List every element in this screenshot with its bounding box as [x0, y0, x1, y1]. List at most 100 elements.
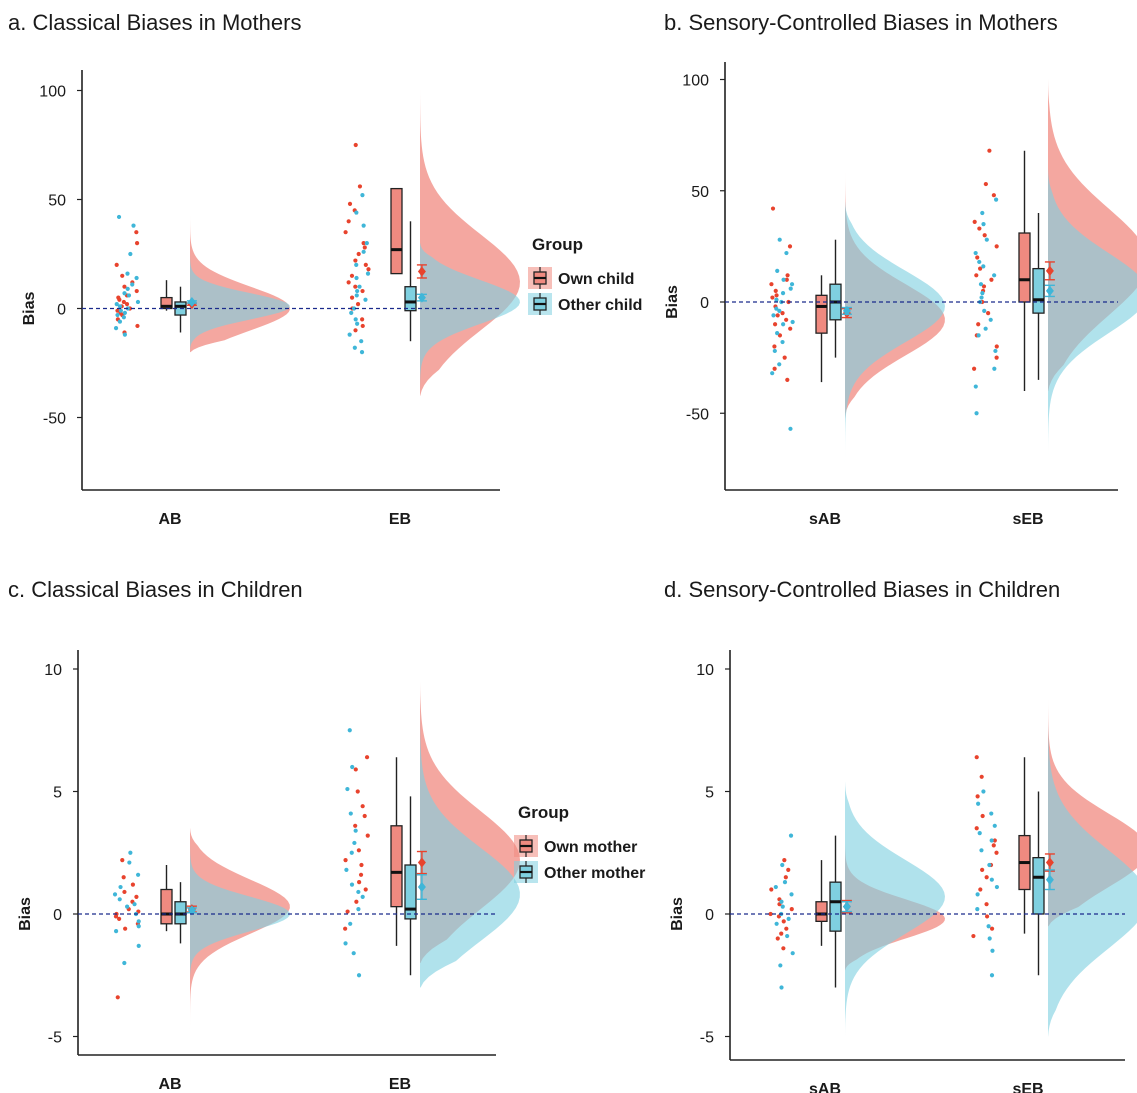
data-point: [983, 326, 988, 331]
y-tick-label: 100: [39, 84, 66, 101]
data-point: [989, 811, 994, 816]
data-point: [979, 848, 984, 853]
mean-marker: [1045, 874, 1054, 885]
data-point: [780, 862, 785, 868]
boxplot-own: [815, 901, 828, 923]
data-point: [993, 348, 998, 354]
data-point: [361, 223, 366, 228]
y-tick-label: 0: [700, 295, 709, 312]
data-point: [978, 887, 983, 892]
data-point: [986, 924, 991, 929]
data-point: [350, 764, 355, 770]
boxplot-other: [1032, 857, 1045, 915]
data-point: [785, 933, 790, 939]
data-point: [116, 214, 122, 220]
data-point: [120, 273, 125, 278]
mean-marker: [842, 901, 851, 912]
data-point: [128, 251, 133, 257]
data-point: [356, 973, 362, 978]
data-point: [359, 339, 364, 344]
panel-title: a. Classical Biases in Mothers: [8, 10, 301, 35]
data-point: [354, 899, 359, 904]
x-category-label: sAB: [809, 1081, 841, 1093]
data-point: [113, 326, 119, 331]
data-point: [989, 926, 995, 931]
data-point: [122, 310, 127, 315]
data-point: [134, 894, 139, 899]
data-point: [987, 148, 992, 153]
data-point: [787, 244, 793, 249]
boxplot-own: [160, 888, 173, 925]
data-point: [356, 251, 361, 257]
data-point: [788, 833, 794, 838]
data-point: [988, 317, 993, 322]
data-point: [360, 288, 365, 294]
data-point: [975, 907, 980, 912]
data-point: [772, 348, 777, 354]
mean-marker: [1045, 857, 1054, 868]
data-point: [363, 887, 368, 892]
data-point: [134, 230, 139, 235]
x-category-label: sEB: [1012, 1081, 1043, 1093]
data-point: [349, 295, 355, 300]
data-point: [978, 266, 983, 271]
data-point: [973, 384, 978, 389]
data-point: [349, 273, 355, 278]
data-point: [981, 284, 987, 289]
boxplot-own: [390, 825, 403, 908]
data-point: [992, 823, 997, 828]
data-point: [118, 308, 123, 313]
data-point: [984, 914, 990, 919]
data-point: [790, 951, 795, 956]
data-point: [789, 892, 794, 897]
data-point: [983, 181, 988, 187]
data-point: [135, 872, 141, 877]
data-point: [122, 284, 127, 289]
data-point: [780, 311, 785, 316]
y-axis-label: Bias: [664, 285, 681, 319]
data-point: [361, 249, 366, 254]
data-point: [772, 322, 778, 327]
data-point: [123, 926, 128, 931]
density-other: [420, 669, 520, 988]
data-point: [992, 366, 997, 371]
data-point: [121, 315, 126, 320]
data-point: [971, 933, 976, 939]
data-point: [136, 919, 141, 924]
data-point: [780, 339, 785, 345]
data-point: [975, 892, 980, 897]
density-other: [420, 243, 520, 414]
data-point: [125, 271, 130, 276]
y-tick-label: 0: [53, 907, 62, 924]
data-point: [363, 262, 368, 267]
data-point: [768, 911, 773, 917]
data-point: [788, 326, 793, 331]
data-point: [346, 219, 351, 224]
data-point: [974, 826, 979, 831]
data-point: [981, 264, 986, 269]
data-point: [117, 297, 122, 302]
data-point: [976, 333, 981, 338]
data-point: [782, 880, 788, 885]
legend-item-label: Own mother: [544, 839, 637, 856]
data-point: [115, 312, 120, 318]
data-point: [972, 366, 977, 371]
data-point: [349, 310, 354, 315]
x-category-label: sEB: [1012, 511, 1043, 528]
data-point: [351, 951, 356, 956]
data-point: [781, 919, 786, 924]
data-point: [130, 282, 135, 287]
data-point: [781, 322, 786, 327]
data-point: [994, 355, 999, 360]
data-point: [770, 206, 776, 211]
x-category-label: AB: [158, 511, 181, 528]
data-point: [136, 943, 141, 948]
data-point: [356, 889, 361, 895]
data-point: [774, 297, 779, 302]
data-point: [131, 223, 136, 228]
mean-marker: [417, 857, 426, 868]
data-point: [974, 273, 979, 278]
y-tick-label: -50: [43, 411, 66, 428]
mean-marker: [1045, 265, 1054, 276]
